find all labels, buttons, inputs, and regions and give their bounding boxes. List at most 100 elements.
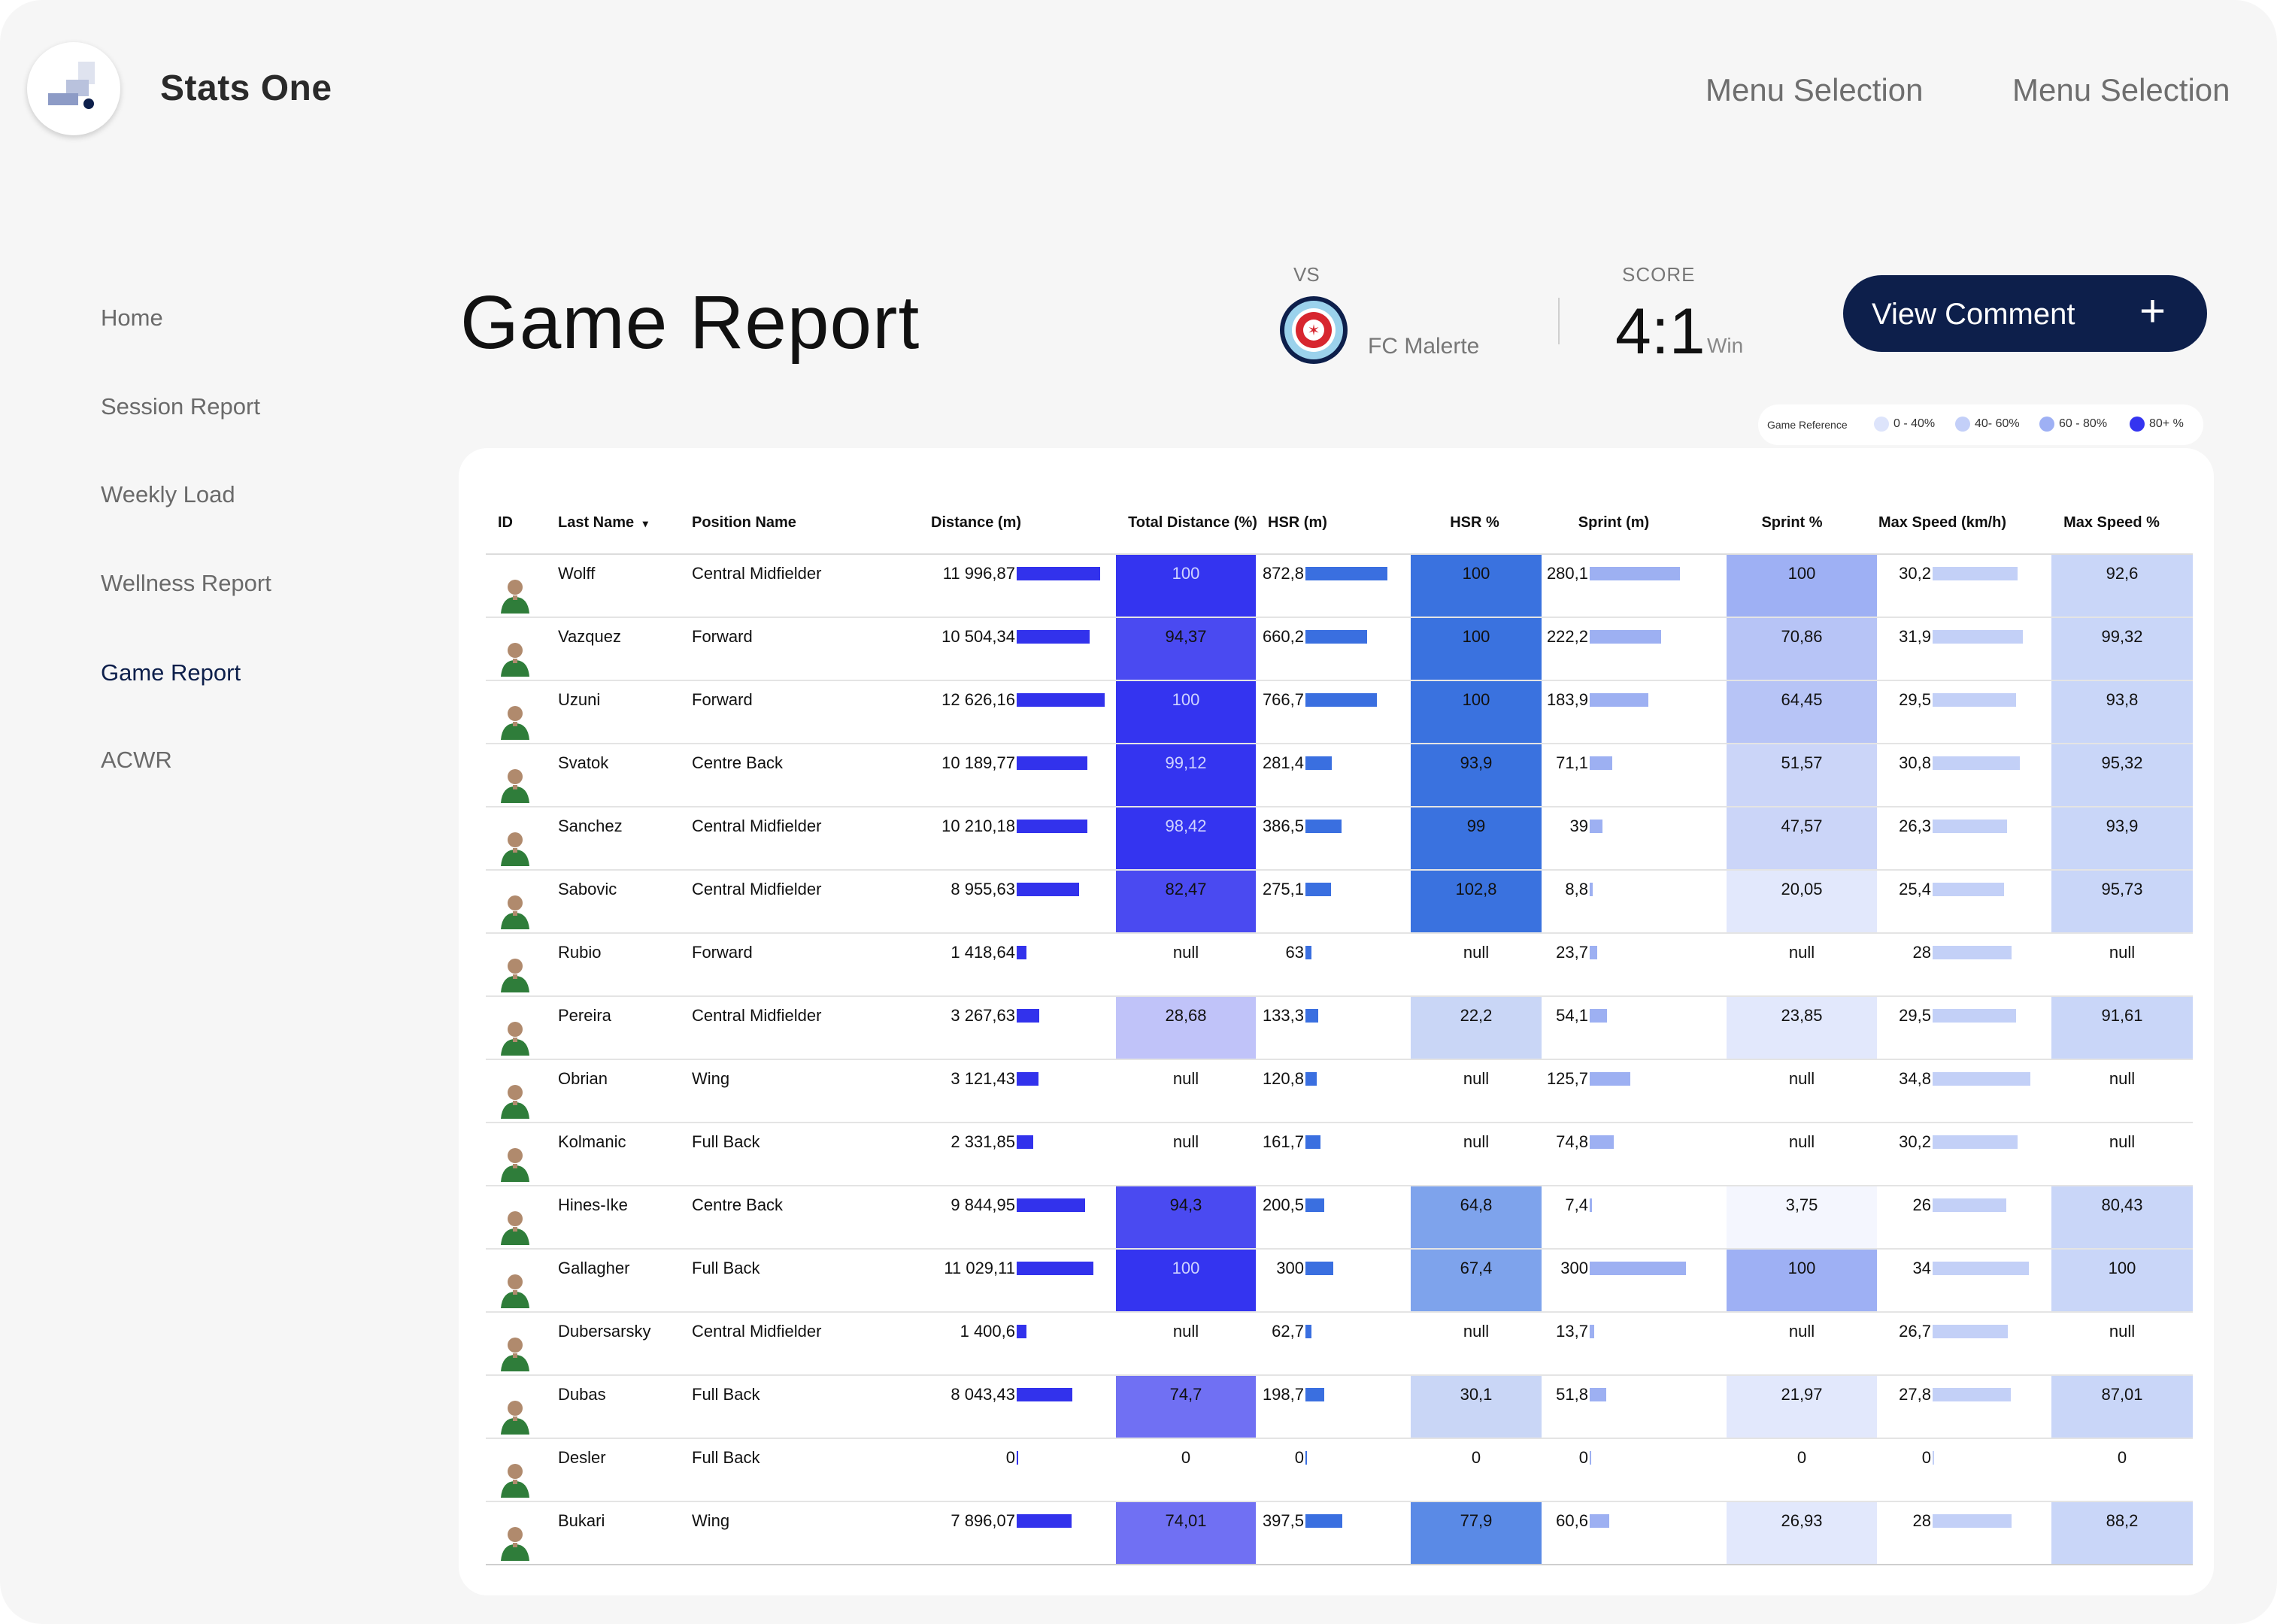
legend-item-80-plus: 80+ % xyxy=(2130,417,2184,432)
sprint-pct-cell-value: 20,05 xyxy=(1781,880,1823,898)
col-header-max-speed[interactable]: Max Speed (km/h) xyxy=(1878,514,2007,531)
player-avatar-icon xyxy=(496,1459,534,1498)
player-last-name: Bukari xyxy=(558,1511,605,1530)
result-label: Win xyxy=(1707,334,1744,357)
table-row[interactable]: Dubas Full Back 8 043,43 74,7 198,7 30,1 51,8 2… xyxy=(486,1376,2193,1439)
view-comment-button[interactable]: View Comment + xyxy=(1843,275,2207,352)
col-header-sprint-pct[interactable]: Sprint % xyxy=(1761,514,1823,531)
hsr-pct-cell-value: 67,4 xyxy=(1460,1259,1493,1277)
table-row[interactable]: Kolmanic Full Back 2 331,85 null 161,7 null 74… xyxy=(486,1123,2193,1186)
sidebar-item-wellness-report[interactable]: Wellness Report xyxy=(101,570,271,596)
col-header-sprint[interactable]: Sprint (m) xyxy=(1578,514,1650,531)
legend-title: Game Reference xyxy=(1767,419,1848,431)
max-speed-pct-cell: 95,73 xyxy=(2051,871,2193,932)
table-row[interactable]: Vazquez Forward 10 504,34 94,37 660,2 100 222,… xyxy=(486,618,2193,681)
hsr-value: 63 xyxy=(1285,943,1304,962)
col-header-total-distance-pct[interactable]: Total Distance (%) xyxy=(1128,514,1257,531)
sprint-pct-cell: null xyxy=(1727,934,1877,995)
sidebar-item-acwr[interactable]: ACWR xyxy=(101,747,172,773)
total-distance-pct-cell: 99,12 xyxy=(1116,744,1256,806)
sprint-pct-cell-value: null xyxy=(1788,1069,1815,1088)
col-header-position[interactable]: Position Name xyxy=(692,514,796,531)
table-row[interactable]: Sanchez Central Midfielder 10 210,18 98,42 3… xyxy=(486,807,2193,871)
hsr-pct-cell: null xyxy=(1411,1313,1542,1374)
total-distance-pct-cell: 28,68 xyxy=(1116,997,1256,1059)
table-row[interactable]: Desler Full Back 0 0 0 0 0 0 0 0 xyxy=(486,1439,2193,1502)
hsr-pct-cell: 93,9 xyxy=(1411,744,1542,806)
max-speed-bar xyxy=(1933,756,2020,770)
sprint-value: 39 xyxy=(1569,817,1588,835)
distance-bar xyxy=(1017,1451,1018,1465)
game-report-table: ID Last Name ▾ Position Name Distance (m… xyxy=(459,448,2214,1595)
table-row[interactable]: Bukari Wing 7 896,07 74,01 397,5 77,9 60,6 26,9… xyxy=(486,1502,2193,1565)
app-logo[interactable] xyxy=(27,42,120,135)
sprint-pct-cell: 23,85 xyxy=(1727,997,1877,1059)
sprint-bar xyxy=(1590,1135,1614,1149)
total-distance-pct-cell-value: null xyxy=(1172,943,1199,962)
hsr-value: 766,7 xyxy=(1262,690,1304,709)
player-last-name: Desler xyxy=(558,1448,606,1467)
total-distance-pct-cell: 74,7 xyxy=(1116,1376,1256,1438)
player-position: Centre Back xyxy=(692,1195,784,1214)
sprint-bar xyxy=(1590,756,1612,770)
distance-bar xyxy=(1017,946,1026,959)
hsr-pct-cell-value: null xyxy=(1463,1322,1490,1341)
max-speed-value: 26 xyxy=(1912,1195,1931,1214)
distance-bar xyxy=(1017,1388,1072,1401)
sprint-pct-cell: null xyxy=(1727,1313,1877,1374)
hsr-value: 397,5 xyxy=(1262,1511,1304,1530)
max-speed-value: 30,2 xyxy=(1899,1132,1931,1151)
sprint-pct-cell: 64,45 xyxy=(1727,681,1877,743)
sprint-bar xyxy=(1590,1451,1591,1465)
hsr-pct-cell: 67,4 xyxy=(1411,1250,1542,1311)
sprint-value: 54,1 xyxy=(1556,1006,1588,1025)
hsr-bar xyxy=(1305,1262,1333,1275)
sort-desc-icon: ▾ xyxy=(642,517,648,529)
legend-item-40-60: 40- 60% xyxy=(1955,417,2020,432)
table-row[interactable]: Dubersarsky Central Midfielder 1 400,6 null… xyxy=(486,1313,2193,1376)
sidebar-item-home[interactable]: Home xyxy=(101,304,163,331)
max-speed-pct-cell-value: null xyxy=(2109,1322,2136,1341)
sprint-bar xyxy=(1590,1198,1592,1212)
distance-bar xyxy=(1017,1262,1093,1275)
menu-selection-1[interactable]: Menu Selection xyxy=(1705,72,1924,108)
player-last-name: Rubio xyxy=(558,943,602,962)
total-distance-pct-cell-value: 100 xyxy=(1172,1259,1200,1277)
table-row[interactable]: Hines-Ike Centre Back 9 844,95 94,3 200,5 64,… xyxy=(486,1186,2193,1250)
hsr-bar xyxy=(1305,1009,1318,1023)
player-last-name: Dubersarsky xyxy=(558,1322,651,1341)
max-speed-pct-cell: 93,8 xyxy=(2051,681,2193,743)
sprint-pct-cell: 0 xyxy=(1727,1439,1877,1501)
sidebar-item-game-report[interactable]: Game Report xyxy=(101,659,241,686)
table-row[interactable]: Pereira Central Midfielder 3 267,63 28,68 13… xyxy=(486,997,2193,1060)
table-row[interactable]: Gallagher Full Back 11 029,11 100 300 67,4 300… xyxy=(486,1250,2193,1313)
sidebar-item-weekly-load[interactable]: Weekly Load xyxy=(101,481,235,508)
hsr-value: 0 xyxy=(1294,1448,1304,1467)
col-header-id[interactable]: ID xyxy=(498,514,513,531)
stats-logo-icon xyxy=(48,62,95,109)
sidebar-item-session-report[interactable]: Session Report xyxy=(101,393,260,420)
col-header-hsr[interactable]: HSR (m) xyxy=(1268,514,1327,531)
hsr-pct-cell-value: 100 xyxy=(1462,564,1490,583)
sprint-bar xyxy=(1590,693,1648,707)
max-speed-pct-cell-value: null xyxy=(2109,1069,2136,1088)
sprint-pct-cell-value: 21,97 xyxy=(1781,1385,1823,1404)
table-row[interactable]: Uzuni Forward 12 626,16 100 766,7 100 183,9 64,… xyxy=(486,681,2193,744)
table-row[interactable]: Obrian Wing 3 121,43 null 120,8 null 125,7 null… xyxy=(486,1060,2193,1123)
table-row[interactable]: Rubio Forward 1 418,64 null 63 null 23,7 null 28… xyxy=(486,934,2193,997)
sprint-pct-cell-value: null xyxy=(1788,943,1815,962)
player-avatar-icon xyxy=(496,1395,534,1435)
col-header-distance[interactable]: Distance (m) xyxy=(931,514,1022,531)
col-header-max-speed-pct[interactable]: Max Speed % xyxy=(2063,514,2160,531)
table-row[interactable]: Svatok Centre Back 10 189,77 99,12 281,4 93,9… xyxy=(486,744,2193,807)
sprint-bar xyxy=(1590,1262,1686,1275)
table-row[interactable]: Wolff Central Midfielder 11 996,87 100 872,8… xyxy=(486,555,2193,618)
table-row[interactable]: Sabovic Central Midfielder 8 955,63 82,47 27… xyxy=(486,871,2193,934)
max-speed-pct-cell-value: 92,6 xyxy=(2106,564,2139,583)
hsr-pct-cell: 22,2 xyxy=(1411,997,1542,1059)
menu-selection-2[interactable]: Menu Selection xyxy=(2012,72,2230,108)
col-header-last-name[interactable]: Last Name ▾ xyxy=(558,514,648,531)
max-speed-pct-cell-value: 93,8 xyxy=(2106,690,2139,709)
max-speed-pct-cell: null xyxy=(2051,1060,2193,1122)
col-header-hsr-pct[interactable]: HSR % xyxy=(1450,514,1499,531)
